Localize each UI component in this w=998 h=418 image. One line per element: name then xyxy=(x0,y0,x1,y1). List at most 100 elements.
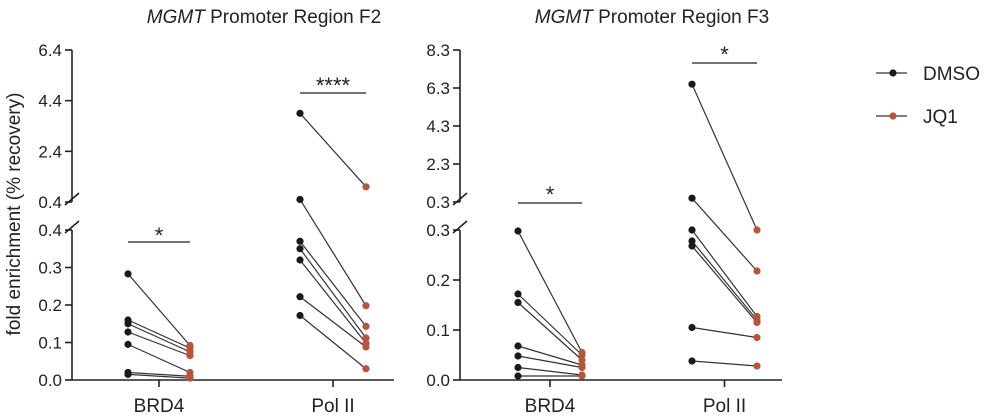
jq1-point xyxy=(186,352,194,360)
legend-label: JQ1 xyxy=(923,107,958,128)
jq1-point xyxy=(362,343,370,351)
dmso-point xyxy=(514,372,522,380)
x-tick-label: Pol II xyxy=(703,396,746,417)
pair-line xyxy=(299,296,367,348)
pair-line xyxy=(517,345,583,366)
dmso-point xyxy=(296,195,304,204)
pairs-brd4 xyxy=(124,270,194,382)
dmso-point xyxy=(514,352,522,360)
title-gene: MGMT xyxy=(147,7,206,28)
panel-title: MGMT Promoter Region F3 xyxy=(535,7,769,28)
y-tick-label: 4.4 xyxy=(38,92,62,111)
pair-line xyxy=(691,360,758,367)
legend: DMSO JQ1 xyxy=(876,64,980,128)
pair-line xyxy=(691,326,758,339)
dmso-point xyxy=(124,328,132,336)
dmso-point xyxy=(688,357,696,365)
pair-line xyxy=(691,245,758,323)
y-tick-label: 0.3 xyxy=(38,259,62,278)
significance-label: * xyxy=(720,42,729,67)
dmso-point xyxy=(124,370,132,378)
jq1-point xyxy=(753,362,761,370)
y-tick-label: 4.3 xyxy=(426,117,450,136)
pairs-pol-ii xyxy=(688,80,761,370)
axis-break-mark xyxy=(64,220,80,234)
y-tick-label: 6.3 xyxy=(426,79,450,98)
pair-line xyxy=(299,315,367,370)
pair-line xyxy=(517,302,583,361)
dmso-point xyxy=(124,340,132,348)
dmso-point xyxy=(688,323,696,332)
x-tick-label: Pol II xyxy=(311,396,354,417)
jq1-point xyxy=(578,351,586,359)
pair-line xyxy=(127,323,191,353)
y-tick-label: 0.0 xyxy=(38,371,62,390)
y-tick-label: 0.1 xyxy=(38,334,62,353)
pair-line xyxy=(127,331,191,357)
legend-entry-dmso: DMSO xyxy=(876,64,980,85)
dmso-point xyxy=(514,227,522,235)
pair-line xyxy=(691,229,758,317)
dmso-point xyxy=(514,342,522,350)
dmso-point xyxy=(688,194,696,202)
y-tick-label: 6.4 xyxy=(38,41,62,60)
pairs-brd4 xyxy=(514,227,586,380)
y-tick-label: 2.4 xyxy=(38,142,62,161)
jq1-point xyxy=(753,226,761,234)
dmso-point xyxy=(688,80,696,88)
significance-label: **** xyxy=(316,73,351,98)
jq1-point xyxy=(362,365,370,373)
jq1-point xyxy=(578,356,586,364)
jq1-point xyxy=(362,183,370,191)
y-tick-label: 8.3 xyxy=(426,41,450,60)
axis-break-mark xyxy=(452,220,468,234)
dmso-point xyxy=(296,245,304,253)
y-axis-label: fold enrichment (% recovery) xyxy=(4,93,25,336)
dmso-point xyxy=(296,256,304,264)
pair-line xyxy=(691,83,758,231)
dmso-point xyxy=(124,270,132,278)
dmso-point xyxy=(688,237,696,245)
significance-label: * xyxy=(155,223,164,248)
y-tick-label: 0.4 xyxy=(38,193,62,212)
dmso-point xyxy=(688,226,696,234)
jq1-point xyxy=(362,302,370,310)
y-tick-label: 0.1 xyxy=(426,321,450,340)
pair-line xyxy=(517,293,583,356)
panels: MGMT Promoter Region F2 0.0 0.1 0.2 0.3 0.4 0.… xyxy=(38,7,782,417)
y-tick-label: 0.0 xyxy=(426,371,450,390)
dmso-point xyxy=(296,311,304,320)
pair-line xyxy=(127,373,191,379)
significance-label: * xyxy=(546,182,555,207)
pair-line xyxy=(127,371,191,377)
dmso-point xyxy=(514,363,522,372)
panel-title: MGMT Promoter Region F2 xyxy=(147,7,381,28)
jq1-point xyxy=(753,318,761,327)
jq1-point xyxy=(362,322,370,330)
pair-line xyxy=(299,199,367,307)
panel-1: MGMT Promoter Region F2 0.0 0.1 0.2 0.3 0.4 0.… xyxy=(38,7,394,417)
pair-line xyxy=(127,273,191,346)
jq1-point xyxy=(186,374,194,382)
x-tick-label: BRD4 xyxy=(134,396,185,417)
dmso-point xyxy=(296,109,304,117)
title-text: Promoter Region F3 xyxy=(593,7,769,28)
y-tick-label: 2.3 xyxy=(426,155,450,174)
pair-line xyxy=(127,319,191,349)
axis-break-mark xyxy=(64,192,80,206)
pair-line xyxy=(299,248,367,339)
jq1-point xyxy=(753,333,761,342)
legend-marker xyxy=(889,112,897,120)
pair-line xyxy=(299,259,367,344)
dmso-point xyxy=(296,237,304,245)
jq1-point xyxy=(753,267,761,275)
pair-line xyxy=(299,112,367,188)
pair-line xyxy=(299,240,367,327)
y-tick-label: 0.2 xyxy=(426,271,450,290)
y-tick-label: 0.2 xyxy=(38,296,62,315)
pairs-pol-ii xyxy=(296,109,370,373)
dmso-point xyxy=(296,293,304,301)
y-tick-label: 0.3 xyxy=(426,221,450,240)
jq1-point xyxy=(362,334,370,342)
title-text: Promoter Region F2 xyxy=(205,7,381,28)
